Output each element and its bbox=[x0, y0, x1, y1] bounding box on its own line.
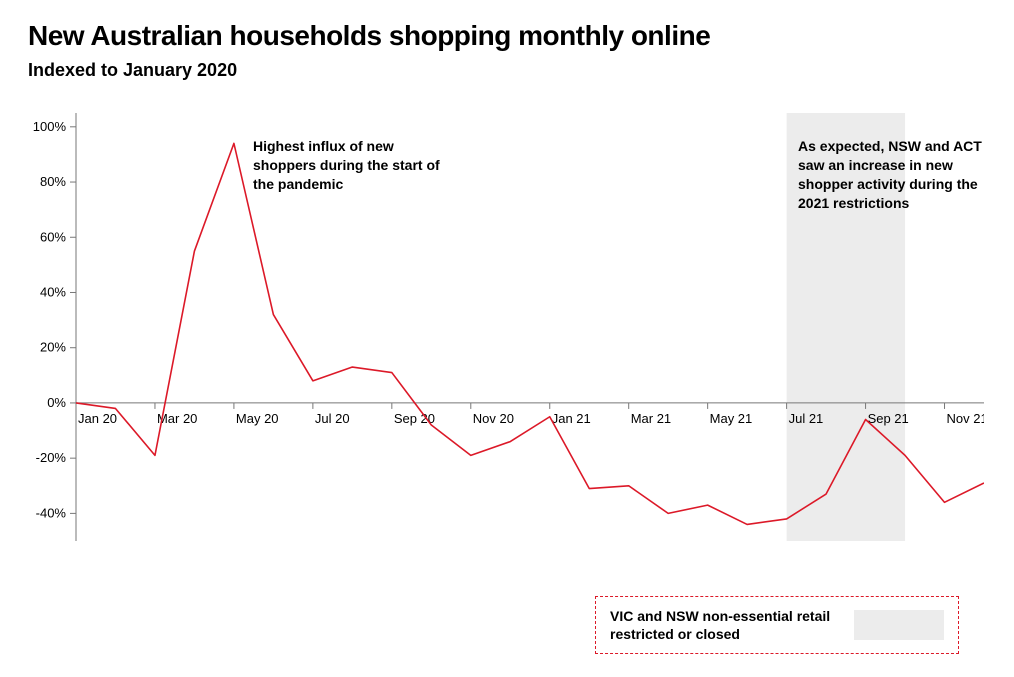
x-tick-label: Mar 21 bbox=[631, 411, 671, 426]
x-tick-label: Jan 21 bbox=[552, 411, 591, 426]
y-tick-label: 20% bbox=[40, 340, 66, 355]
legend-label: VIC and NSW non-essential retail restric… bbox=[610, 607, 840, 643]
y-tick-label: 100% bbox=[33, 119, 67, 134]
x-tick-label: Sep 20 bbox=[394, 411, 435, 426]
y-tick-label: 40% bbox=[40, 284, 66, 299]
legend: VIC and NSW non-essential retail restric… bbox=[595, 596, 959, 654]
x-tick-label: Nov 20 bbox=[473, 411, 514, 426]
y-tick-label: -40% bbox=[36, 505, 67, 520]
chart-title: New Australian households shopping month… bbox=[28, 20, 986, 52]
y-tick-label: 60% bbox=[40, 229, 66, 244]
x-tick-label: Sep 21 bbox=[868, 411, 909, 426]
x-tick-label: Jan 20 bbox=[78, 411, 117, 426]
chart-container: -40%-20%0%20%40%60%80%100%Jan 20Mar 20Ma… bbox=[28, 101, 984, 601]
x-tick-label: May 21 bbox=[710, 411, 753, 426]
x-tick-label: Jul 20 bbox=[315, 411, 350, 426]
legend-swatch bbox=[854, 610, 944, 640]
y-tick-label: 0% bbox=[47, 395, 66, 410]
chart-subtitle: Indexed to January 2020 bbox=[28, 60, 986, 81]
annotation-peak: Highest influx of new shoppers during th… bbox=[253, 137, 443, 194]
annotation-restrictions: As expected, NSW and ACT saw an increase… bbox=[798, 137, 998, 213]
y-tick-label: -20% bbox=[36, 450, 67, 465]
y-tick-label: 80% bbox=[40, 174, 66, 189]
x-tick-label: May 20 bbox=[236, 411, 279, 426]
x-tick-label: Nov 21 bbox=[947, 411, 984, 426]
x-tick-label: Jul 21 bbox=[789, 411, 824, 426]
